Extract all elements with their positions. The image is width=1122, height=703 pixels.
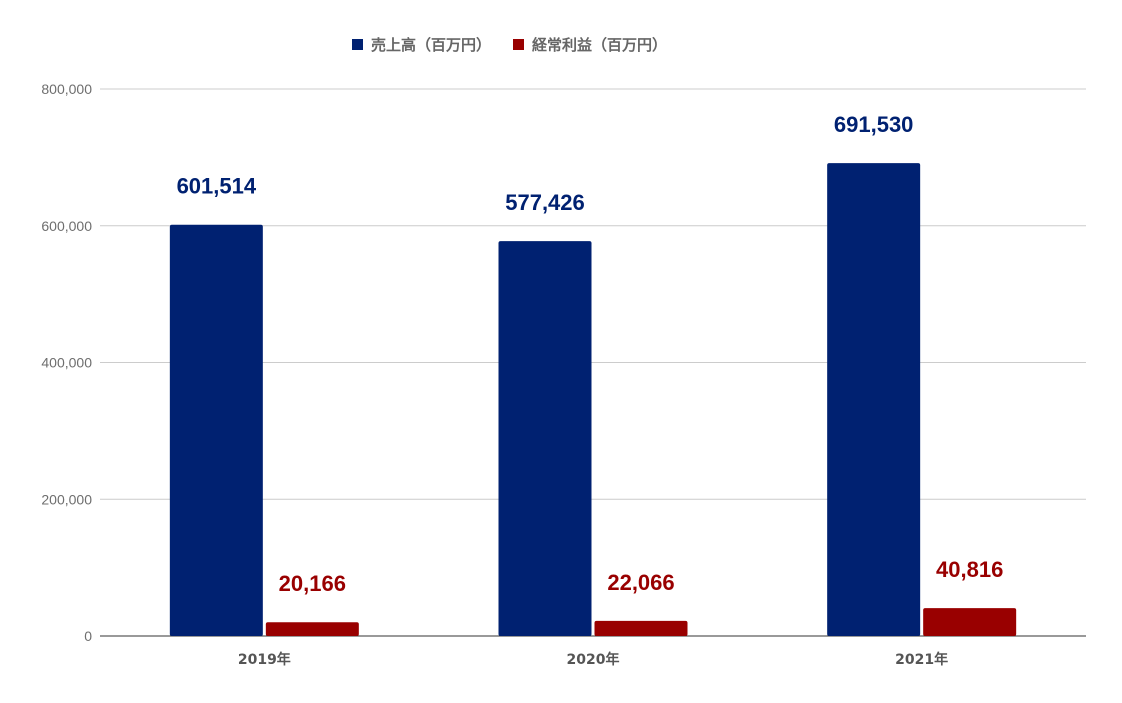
- data-label: 577,426: [505, 190, 585, 215]
- y-tick-label: 400,000: [41, 355, 92, 371]
- x-tick-label: 2020年: [567, 651, 620, 668]
- y-tick-label: 200,000: [41, 491, 92, 507]
- y-tick-label: 600,000: [41, 218, 92, 234]
- legend-label: 経常利益（百万円）: [532, 36, 667, 54]
- legend-swatch: [513, 39, 524, 50]
- x-tick-label: 2019年: [238, 651, 291, 668]
- y-tick-label: 0: [84, 628, 92, 644]
- bar-series-2-1: [265, 622, 359, 636]
- bar-series-2-2: [594, 620, 688, 636]
- legend-swatch: [352, 39, 363, 50]
- legend-label: 売上高（百万円）: [371, 36, 491, 54]
- bar-series-1-1: [169, 224, 263, 637]
- data-label: 601,514: [177, 174, 257, 199]
- data-label: 40,816: [936, 557, 1003, 582]
- gridlines: [100, 88, 1086, 500]
- data-label: 20,166: [279, 571, 346, 596]
- y-axis: 0 200,000 400,000 600,000 800,000: [41, 81, 1086, 644]
- data-labels: 601,514 20,166 577,426 22,066 691,530 40,816: [177, 112, 1004, 596]
- bar-series-1-3: [827, 163, 921, 636]
- bar-series-1-2: [498, 241, 592, 636]
- legend: 売上高（百万円） 経常利益（百万円）: [352, 36, 667, 54]
- data-label: 22,066: [607, 570, 674, 595]
- y-tick-label: 800,000: [41, 81, 92, 97]
- bar-series-2-3: [923, 608, 1017, 636]
- x-axis: 2019年 2020年 2021年: [238, 651, 948, 668]
- x-tick-label: 2021年: [895, 651, 948, 668]
- data-label: 691,530: [834, 112, 914, 137]
- bars: [169, 163, 1017, 637]
